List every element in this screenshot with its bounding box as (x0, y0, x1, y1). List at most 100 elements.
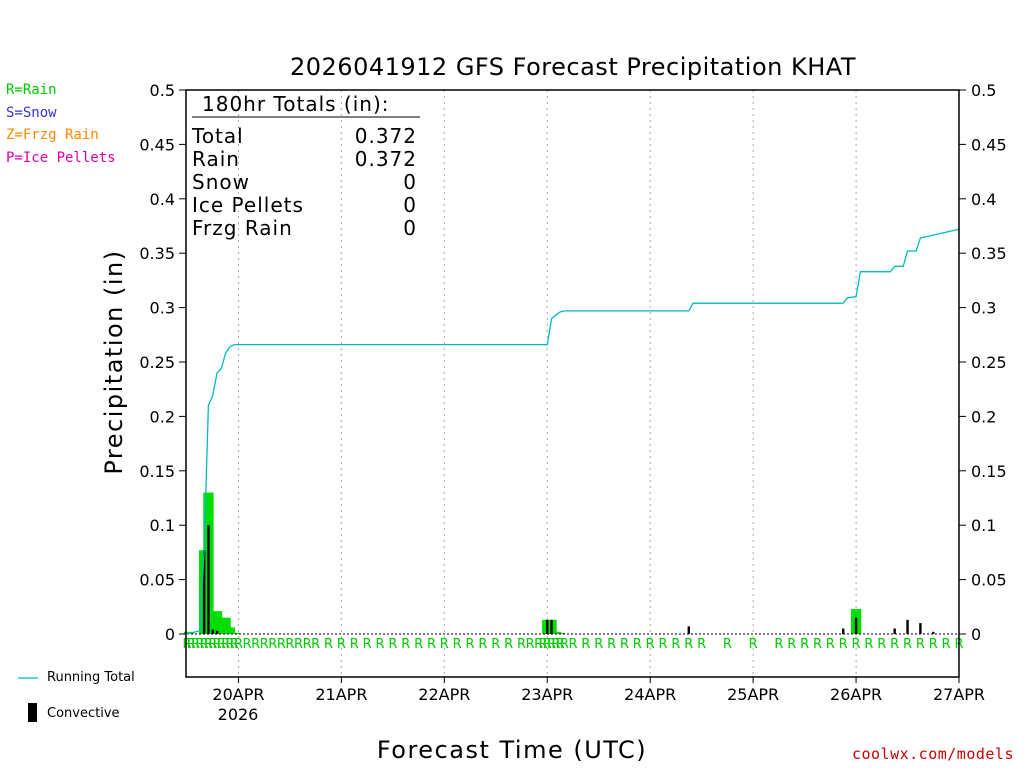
precip-type-marker: R (234, 637, 243, 652)
y-axis-label: Precipitation (in) (100, 249, 128, 474)
y-tick-label-right: 0 (971, 625, 981, 644)
precip-type-marker: R (217, 637, 226, 652)
precip-type-marker: R (560, 637, 569, 652)
convective-legend-swatch (28, 703, 37, 722)
precip-type-marker: R (187, 637, 196, 652)
y-tick-label-left: 0.15 (139, 462, 175, 481)
y-tick-label-left: 0.05 (139, 571, 175, 590)
precip-type-marker: R (581, 637, 590, 652)
precip-type-marker: R (556, 637, 565, 652)
x-axis: 20APR 21APR 22APR 23APR 24APR 25APR 26APR 27APR (212, 677, 985, 704)
precip-type-marker: R (594, 637, 603, 652)
precip-type-marker: R (221, 637, 230, 652)
precip-type-marker: R (929, 637, 938, 652)
precip-type-marker: R (427, 637, 436, 652)
precip-type-marker: R (787, 637, 796, 652)
precip-type-marker: R (337, 637, 346, 652)
precip-type-marker: R (723, 637, 732, 652)
y-tick-label-left: 0.45 (139, 135, 175, 154)
rain-bar (220, 617, 231, 634)
y-tick-label-right: 0.45 (971, 135, 1007, 154)
totals-row-value: 0 (403, 216, 417, 240)
precip-type-marker: R (697, 637, 706, 652)
legend-convective: Convective (47, 706, 120, 721)
convective-bar (550, 619, 553, 634)
precip-type-marker: R (538, 637, 547, 652)
convective-bar (207, 525, 210, 634)
plot-frame (185, 89, 960, 678)
precip-type-marker: R (268, 637, 277, 652)
precip-type-marker: R (350, 637, 359, 652)
rain-bar (211, 611, 223, 634)
precip-type-marker: R (504, 637, 513, 652)
y-axis-left: 0 0.05 0.1 0.15 0.2 0.25 0.3 0.35 0.4 0.45 0.5 (139, 81, 186, 644)
precip-type-marker: R (890, 637, 899, 652)
legend-frzg-rain: Z=Frzg Rain (6, 127, 99, 143)
y-tick-label-left: 0.4 (150, 190, 175, 209)
precip-type-marker: R (401, 637, 410, 652)
precip-type-marker: R (277, 637, 286, 652)
precip-type-marker: R (225, 637, 234, 652)
precip-type-marker: R (363, 637, 372, 652)
y-axis-right: 0 0.05 0.1 0.15 0.2 0.25 0.3 0.35 0.4 0.45 0.5 (959, 81, 1007, 644)
convective-bar (202, 550, 206, 634)
totals-row-value: 0.372 (355, 124, 417, 148)
rain-bar (224, 627, 236, 634)
precip-type-marker: R (813, 637, 822, 652)
precip-type-marker: R (182, 637, 191, 652)
totals-row-label: Snow (192, 170, 250, 194)
precip-type-marker: R (388, 637, 397, 652)
precip-type-marker: R (243, 637, 252, 652)
precip-type-marker: R (517, 637, 526, 652)
convective-bar (906, 619, 909, 634)
precip-type-marker: R (324, 637, 333, 652)
precip-type-marker: R (749, 637, 758, 652)
precip-type-marker: R (260, 637, 269, 652)
precip-type-marker: R (903, 637, 912, 652)
x-tick-label: 27APR (933, 685, 985, 704)
precip-type-marker: R (526, 637, 535, 652)
y-tick-label-right: 0.4 (971, 190, 996, 209)
precip-type-marker: R (671, 637, 680, 652)
y-tick-label-left: 0.25 (139, 353, 175, 372)
legend-running-total: Running Total (47, 670, 135, 685)
x-tick-label: 21APR (315, 685, 367, 704)
convective-bars (202, 525, 935, 634)
y-tick-label-right: 0.1 (971, 516, 996, 535)
y-tick-label-left: 0.35 (139, 244, 175, 263)
precip-type-marker: R (633, 637, 642, 652)
precip-type-marker: R (230, 637, 239, 652)
x-tick-label: 23APR (521, 685, 573, 704)
x-tick-label: 22APR (418, 685, 470, 704)
precip-type-marker: R (826, 637, 835, 652)
y-tick-label-right: 0.2 (971, 407, 996, 426)
precip-type-marker: R (414, 637, 423, 652)
x-tick-label: 25APR (727, 685, 779, 704)
precip-type-marker: R (852, 637, 861, 652)
convective-bar (893, 628, 896, 634)
convective-bar (854, 617, 858, 634)
precip-type-marker: R (204, 637, 213, 652)
y-tick-label-left: 0.3 (150, 299, 175, 318)
precip-type-marker: R (200, 637, 209, 652)
precip-type-marker: R (864, 637, 873, 652)
precip-type-marker: R (774, 637, 783, 652)
precip-type-marker: R (839, 637, 848, 652)
precip-type-marker: R (684, 637, 693, 652)
y-tick-label-right: 0.5 (971, 81, 996, 100)
totals-row-value: 0 (403, 170, 417, 194)
totals-box: 180hr Totals (in): Total 0.372 Rain 0.372 Sno… (191, 92, 420, 240)
precip-type-marker: R (877, 637, 886, 652)
x-tick-label: 24APR (624, 685, 676, 704)
precip-type-marker: R (942, 637, 951, 652)
precip-type-marker: R (607, 637, 616, 652)
convective-bar (919, 623, 922, 634)
precip-type-marker: R (543, 637, 552, 652)
precip-type-marker: R (547, 637, 556, 652)
rain-bar (229, 632, 240, 634)
running-total-line (186, 228, 960, 635)
convective-bar (842, 628, 845, 634)
legend-ice-pellets: P=Ice Pellets (6, 150, 116, 166)
